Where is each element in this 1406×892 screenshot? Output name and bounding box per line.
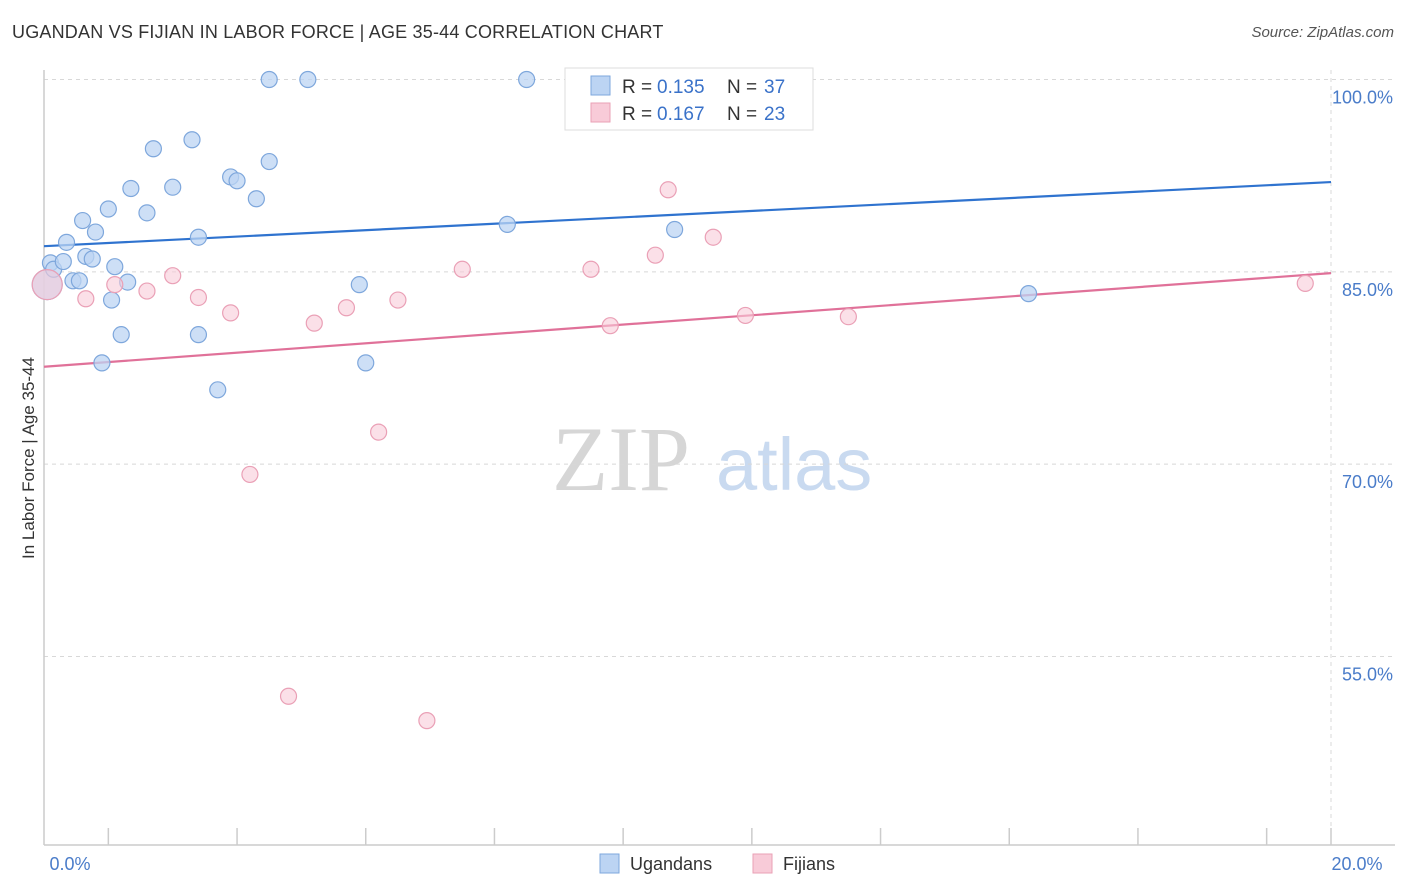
legend: R = 0.135 N = 37 R = 0.167 N = 23 — [564, 67, 814, 131]
y-axis-title: In Labor Force | Age 35-44 — [19, 357, 38, 559]
legend-row-ugandans: R = 0.135 N = 37 — [590, 75, 785, 98]
legend-r-label: R = — [622, 77, 652, 98]
ugandan-point — [144, 140, 162, 158]
ugandan-point — [666, 220, 684, 239]
ugandan-point — [498, 215, 516, 233]
scatter-points — [31, 70, 1314, 730]
fijian-point — [389, 291, 407, 309]
ugandan-point — [209, 381, 227, 399]
fijian-point — [453, 260, 471, 278]
ugandan-point — [99, 200, 117, 218]
legend-n-value: 37 — [764, 77, 785, 98]
fijian-point — [106, 276, 124, 294]
watermark: ZIP atlas — [552, 408, 872, 510]
legend-r-value: 0.167 — [657, 104, 705, 125]
chart-title: UGANDAN VS FIJIAN IN LABOR FORCE | AGE 3… — [12, 22, 664, 42]
ugandan-point — [83, 250, 101, 268]
ugandan-point — [74, 211, 92, 230]
bottom-legend-swatch-ugandans — [599, 853, 620, 874]
y-tick-label: 55.0% — [1342, 665, 1393, 685]
fijian-point — [31, 269, 63, 301]
bottom-legend-swatch-fijians — [752, 853, 773, 874]
legend-n-label: N = — [727, 77, 757, 98]
source-note: Source: ZipAtlas.com — [1251, 24, 1394, 41]
fijian-point — [839, 308, 857, 326]
ugandan-point — [299, 70, 317, 89]
y-tick-label: 70.0% — [1342, 472, 1393, 492]
x-ticks — [107, 828, 1332, 845]
ugandan-point — [518, 70, 536, 89]
bottom-legend: Ugandans Fijians — [599, 853, 835, 874]
ugandan-point — [350, 276, 368, 294]
ugandan-point — [357, 354, 375, 372]
x-tick-label-max: 20.0% — [1331, 854, 1382, 874]
bottom-legend-label-fijians: Fijians — [783, 854, 835, 874]
fijian-point — [1296, 274, 1314, 292]
legend-swatch-ugandans — [590, 75, 611, 96]
fijian-point — [370, 423, 388, 441]
bottom-legend-label-ugandans: Ugandans — [630, 854, 712, 874]
fijian-point — [736, 306, 755, 325]
ugandan-point — [183, 131, 201, 149]
ugandan-point — [164, 178, 182, 196]
trend-lines — [43, 180, 1332, 368]
fijian-point — [305, 314, 323, 332]
fijian-point — [77, 290, 95, 308]
watermark-zip: ZIP — [552, 408, 690, 510]
ugandan-point — [57, 233, 76, 251]
ugandan-point — [112, 326, 130, 344]
legend-row-fijians: R = 0.167 N = 23 — [590, 102, 785, 125]
fijian-point — [659, 181, 677, 199]
ugandan-point — [122, 179, 140, 198]
y-tick-label: 85.0% — [1342, 280, 1393, 300]
fijian-point — [704, 228, 722, 246]
fijian-point — [138, 282, 156, 300]
ugandan-point — [93, 354, 111, 372]
watermark-atlas: atlas — [716, 423, 872, 506]
ugandan-point — [54, 252, 72, 271]
fijian-point — [279, 687, 298, 705]
fijian-point — [646, 246, 664, 264]
y-tick-label: 100.0% — [1332, 88, 1393, 108]
ugandan-point — [260, 70, 278, 89]
ugandan-point — [102, 291, 121, 309]
fijian-trend-line — [43, 272, 1332, 368]
y-tick-labels: 100.0% 85.0% 70.0% 55.0% — [1332, 88, 1393, 685]
legend-r-value: 0.135 — [657, 77, 705, 98]
fijian-point — [418, 712, 436, 730]
ugandan-trend-line — [43, 180, 1332, 248]
x-tick-label-min: 0.0% — [49, 854, 90, 874]
legend-r-label: R = — [622, 104, 652, 125]
ugandan-point — [228, 172, 246, 190]
fijian-point — [222, 304, 240, 322]
axes — [43, 70, 1395, 846]
ugandan-point — [247, 190, 265, 208]
fijian-point — [601, 317, 619, 335]
ugandan-point — [138, 204, 156, 222]
fijian-point — [164, 267, 182, 285]
fijian-point — [189, 288, 208, 307]
fijian-point — [337, 299, 356, 317]
ugandan-point — [70, 272, 88, 290]
ugandan-point — [189, 326, 208, 344]
ugandan-point — [106, 258, 124, 276]
ugandan-point — [1019, 285, 1038, 303]
legend-swatch-fijians — [590, 102, 611, 123]
ugandan-point — [86, 223, 105, 241]
fijian-point — [241, 465, 259, 484]
fijian-point — [582, 260, 600, 278]
legend-n-value: 23 — [764, 104, 785, 125]
legend-n-label: N = — [727, 104, 757, 125]
ugandan-point — [260, 152, 278, 171]
ugandan-point — [189, 228, 208, 246]
